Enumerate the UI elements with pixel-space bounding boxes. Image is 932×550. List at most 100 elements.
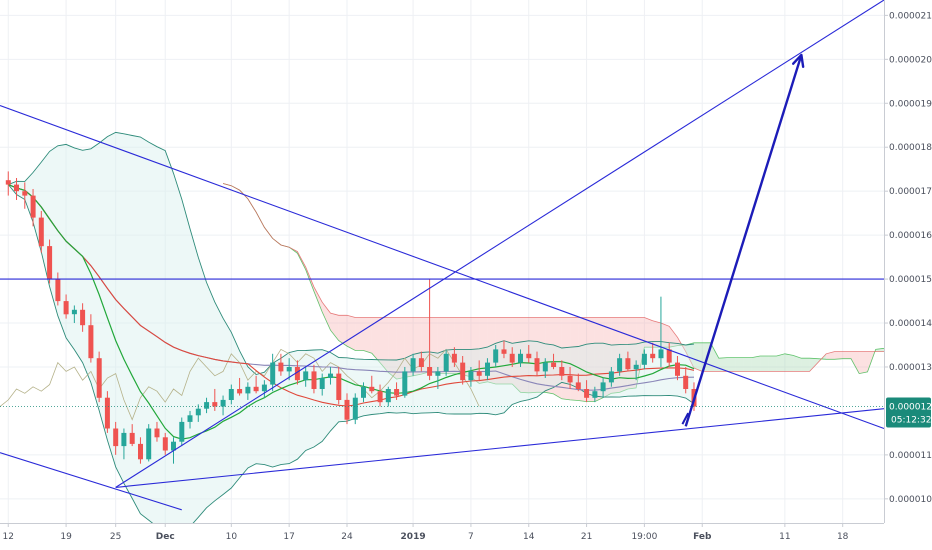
cloud-segment xyxy=(347,315,356,351)
trendline xyxy=(0,452,182,511)
cloud-segment xyxy=(760,356,769,372)
cloud-segment xyxy=(586,317,595,402)
candle-body xyxy=(294,367,300,381)
candle-body xyxy=(617,358,623,372)
x-tick-label: 10 xyxy=(226,532,238,542)
grid-lines xyxy=(0,0,884,523)
cloud-segment xyxy=(809,358,818,372)
candle-body xyxy=(344,399,350,420)
ichimoku-cloud xyxy=(222,183,910,403)
cloud-segment xyxy=(751,356,761,372)
x-tick-label: 2019 xyxy=(401,532,426,542)
cloud-segment xyxy=(553,317,562,399)
candle-body xyxy=(286,367,292,372)
x-axis-panel xyxy=(0,523,932,550)
candle-body xyxy=(658,349,664,359)
candle-body xyxy=(261,384,267,392)
candle-body xyxy=(14,184,19,192)
candle-body xyxy=(641,353,647,365)
ma-fast-line xyxy=(8,184,695,440)
x-tick-label: 25 xyxy=(110,532,121,542)
candle-body xyxy=(303,371,309,381)
cloud-span-b xyxy=(222,183,909,372)
cloud-segment xyxy=(578,317,587,402)
candle-body xyxy=(518,353,523,363)
candle-body xyxy=(468,371,474,381)
candle-body xyxy=(146,428,152,460)
candle-body xyxy=(427,367,433,376)
candle-body xyxy=(5,180,11,185)
x-tick-label: 19:00 xyxy=(631,532,657,542)
cloud-segment xyxy=(685,342,694,369)
candle-body xyxy=(575,382,581,389)
x-tick-label: 11 xyxy=(779,532,790,542)
candle-body xyxy=(410,358,416,372)
cloud-segment xyxy=(768,356,777,372)
candle-body xyxy=(451,353,457,363)
x-tick-label: Feb xyxy=(693,532,712,542)
candle-body xyxy=(129,432,135,444)
cloud-segment xyxy=(743,357,752,372)
cloud-segment xyxy=(834,351,843,360)
candle-body xyxy=(625,358,631,370)
candle-body xyxy=(633,364,639,370)
candle-body xyxy=(121,432,127,447)
candle-body xyxy=(204,402,210,409)
x-tick-label: 12 xyxy=(3,532,14,542)
candle-body xyxy=(187,415,193,422)
cloud-span-a xyxy=(222,183,910,403)
cloud-segment xyxy=(520,317,529,393)
candle-body xyxy=(336,373,342,400)
cloud-segment xyxy=(594,317,604,402)
cloud-segment xyxy=(462,317,471,377)
cloud-segment xyxy=(512,317,521,393)
cloud-segment xyxy=(322,302,331,331)
candle-body xyxy=(501,349,507,354)
candle-body xyxy=(476,371,482,376)
cloud-segment xyxy=(727,357,736,372)
candle-body xyxy=(352,397,358,420)
candle-body xyxy=(683,375,689,389)
candle-body xyxy=(245,386,251,394)
y-tick-label: 0.00001000 xyxy=(889,495,932,505)
candle-body xyxy=(311,371,317,389)
cloud-segment xyxy=(801,358,810,372)
candles xyxy=(5,171,697,464)
x-tick-label: 7 xyxy=(468,532,474,542)
candle-body xyxy=(220,399,226,407)
cloud-segment xyxy=(859,351,868,374)
cloud-segment xyxy=(776,353,785,372)
candle-body xyxy=(592,391,598,398)
cloud-segment xyxy=(495,317,504,384)
cloud-segment xyxy=(330,313,339,341)
x-tick-label: 21 xyxy=(581,532,592,542)
candle-body xyxy=(675,362,680,376)
candle-body xyxy=(113,428,119,447)
countdown-label: 05:12:32 xyxy=(891,416,931,426)
candle-body xyxy=(270,362,276,385)
y-tick-label: 0.00001300 xyxy=(889,363,932,373)
cloud-segment xyxy=(528,317,537,393)
y-tick-label: 0.00001500 xyxy=(889,275,932,285)
candle-body xyxy=(534,358,540,372)
y-axis-panel xyxy=(884,0,932,550)
cloud-segment xyxy=(338,315,347,347)
candle-body xyxy=(179,421,185,442)
candle-body xyxy=(402,371,408,396)
cloud-segment xyxy=(313,286,323,312)
projection-arrow-head xyxy=(791,53,805,69)
candle-body xyxy=(63,301,69,315)
candle-body xyxy=(435,371,441,376)
x-tick-label: 17 xyxy=(283,532,294,542)
cloud-segment xyxy=(851,351,860,374)
cloud-segment xyxy=(537,317,546,393)
candle-body xyxy=(394,389,400,396)
candle-body xyxy=(171,441,176,451)
projection-arrow-shaft xyxy=(684,54,803,427)
projection-arrow-tail xyxy=(681,412,690,425)
y-tick-label: 0.00002100 xyxy=(889,11,932,21)
x-tick-label: 24 xyxy=(341,532,353,542)
candle-body xyxy=(195,408,201,416)
